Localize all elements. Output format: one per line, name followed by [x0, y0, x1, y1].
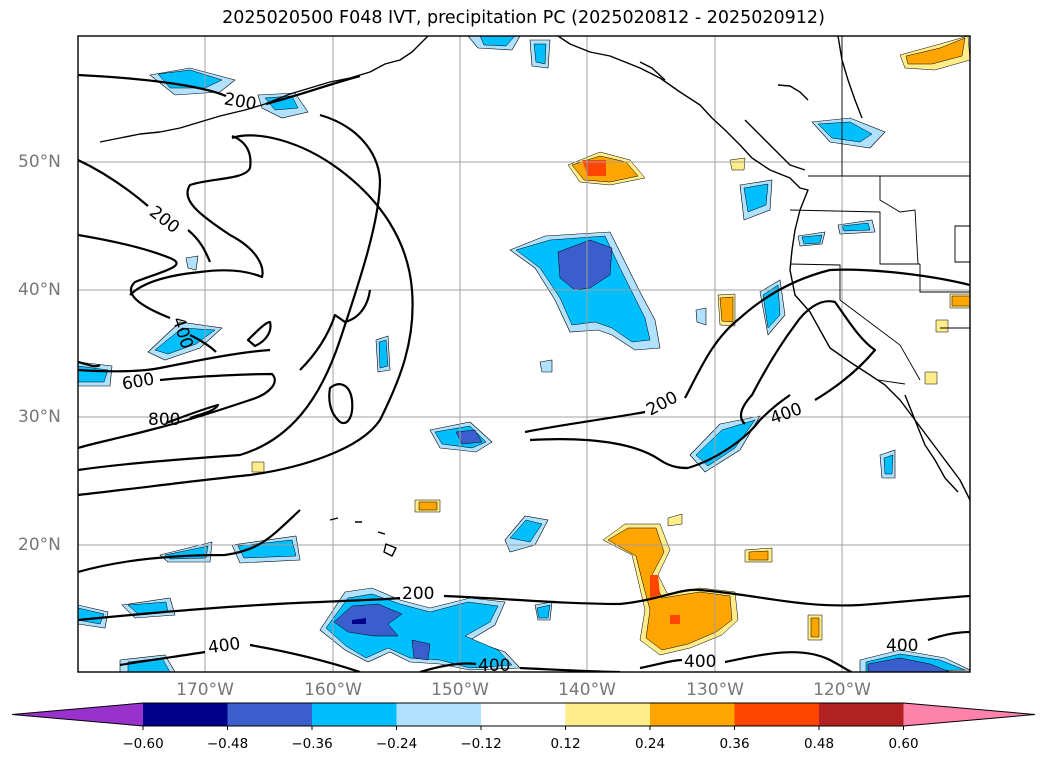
map-title: 2025020500 F048 IVT, precipitation PC (2…	[222, 8, 825, 28]
map-frame	[77, 35, 971, 673]
colorbar-extend-high	[903, 703, 1035, 726]
map-canvas	[77, 35, 971, 673]
colorbar-bin	[481, 703, 566, 726]
contour-label: 200	[402, 584, 435, 604]
colorbar-extend-low	[12, 703, 143, 726]
lon-label: 160°W	[304, 680, 362, 700]
lon-label: 170°W	[176, 680, 234, 700]
colorbar-bin	[819, 703, 904, 726]
colorbar-tick-label: −0.48	[206, 736, 249, 752]
colorbar-tick-label: 0.24	[634, 736, 666, 752]
contour-label: 400	[478, 656, 511, 676]
colorbar-tick-label: 0.60	[888, 736, 919, 752]
precip-positive-strong	[582, 160, 680, 624]
lat-label: 50°N	[18, 152, 61, 172]
coastlines	[99, 36, 970, 557]
contour-label: 800	[148, 410, 181, 430]
precip-negative-darkest	[352, 618, 366, 624]
colorbar-tick-label: −0.36	[291, 736, 333, 752]
colorbar-bin	[143, 703, 228, 726]
lon-label: 130°W	[686, 680, 744, 700]
colorbar-bin	[565, 703, 650, 726]
colorbar-bin	[650, 703, 735, 726]
colorbar	[11, 702, 1036, 730]
colorbar-bin	[396, 703, 481, 726]
colorbar-bin	[734, 703, 819, 726]
ivt-contours	[78, 73, 970, 672]
lon-label: 120°W	[813, 680, 871, 700]
lat-label: 30°N	[18, 407, 61, 427]
colorbar-bin	[312, 703, 397, 726]
colorbar-bin	[227, 703, 312, 726]
political-borders	[789, 36, 970, 385]
lat-label: 40°N	[18, 280, 61, 300]
precip-negative-dark	[333, 239, 951, 672]
colorbar-tick-label: −0.60	[122, 736, 164, 752]
colorbar-tick-label: 0.36	[719, 736, 750, 752]
lat-label: 20°N	[18, 535, 61, 555]
colorbar-tick-label: 0.48	[803, 736, 835, 752]
colorbar-tick-label: −0.12	[460, 736, 502, 752]
colorbar-tick-label: −0.24	[375, 736, 418, 752]
contour-label: 400	[684, 652, 717, 672]
lon-label: 150°W	[431, 680, 489, 700]
contour-label: 400	[886, 636, 919, 656]
lon-label: 140°W	[558, 680, 616, 700]
colorbar-tick-label: 0.12	[550, 736, 581, 752]
